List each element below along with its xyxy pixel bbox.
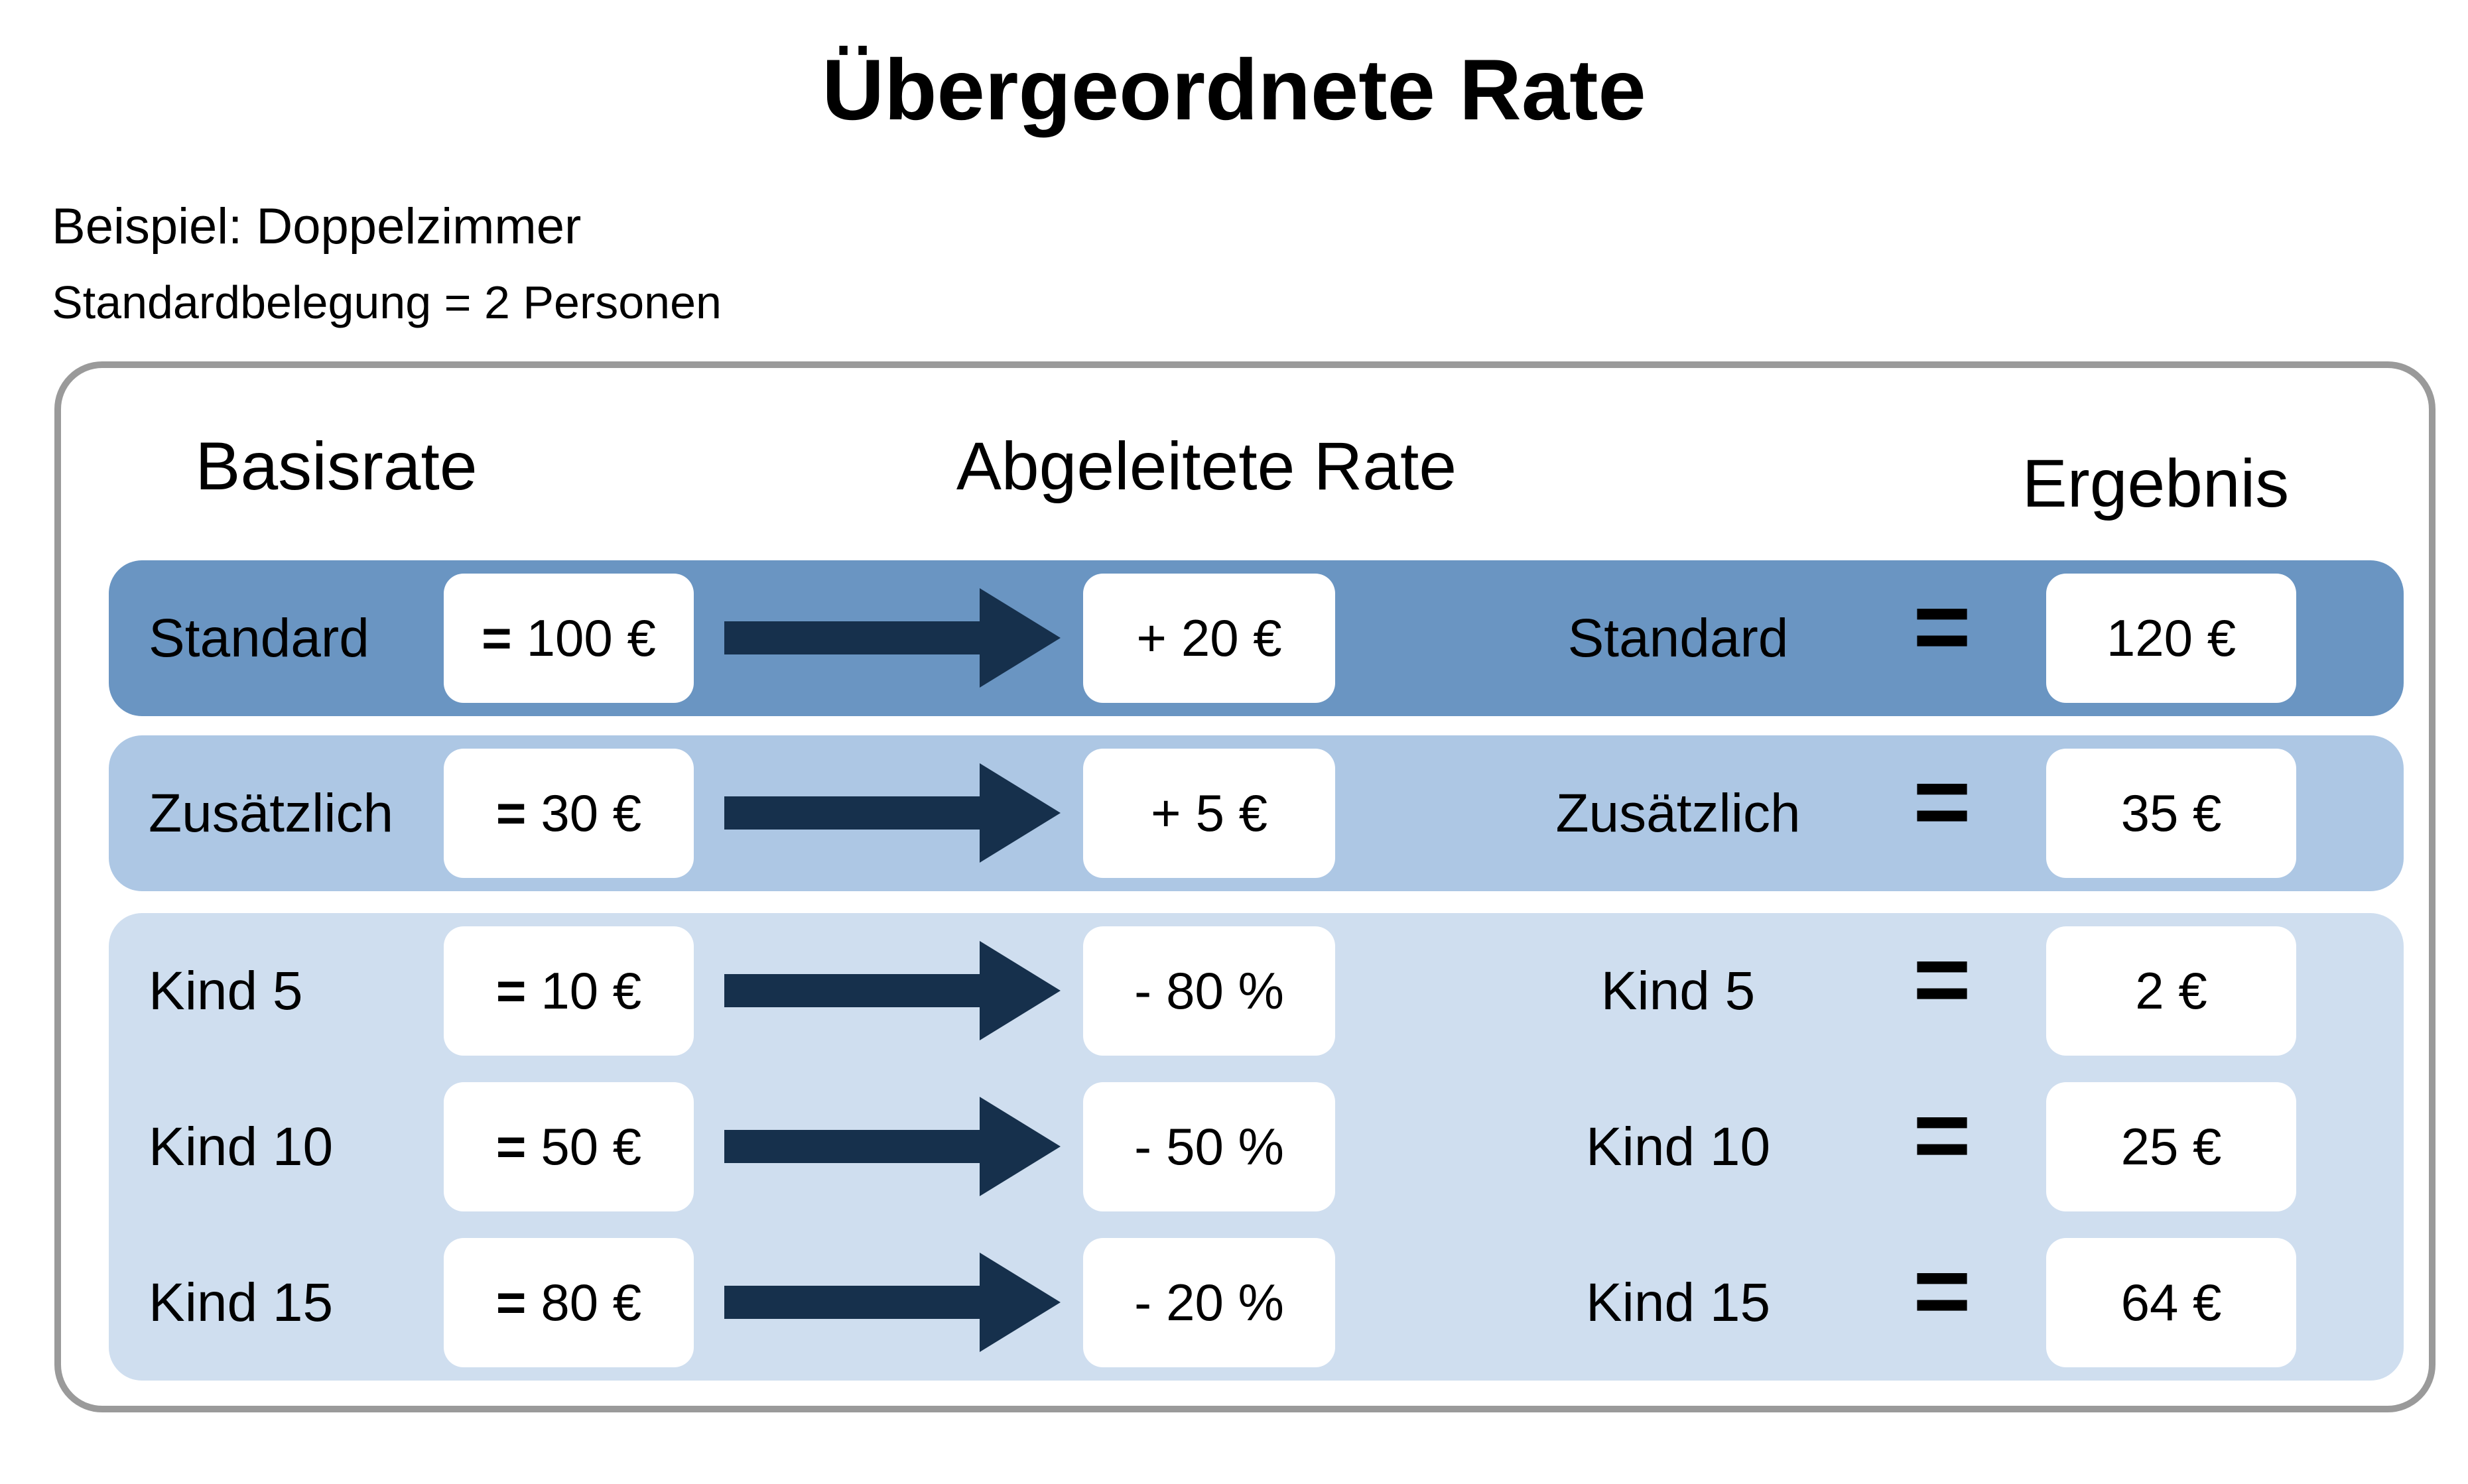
- occupancy-line: Standardbelegung = 2 Personen: [52, 277, 722, 328]
- result-value-box: 25 €: [2046, 1082, 2296, 1211]
- result-amount: 64 €: [2120, 1273, 2222, 1331]
- column-header-basisrate: Basisrate: [195, 428, 478, 504]
- derived-amount: 5 €: [1195, 784, 1267, 842]
- diagram-panel: Basisrate Abgeleitete Rate Ergebnis Stan…: [54, 361, 2436, 1412]
- derived-sign: +: [1136, 609, 1167, 667]
- result-amount: 120 €: [2106, 609, 2237, 667]
- page-title: Übergeordnete Rate: [822, 41, 1646, 138]
- row-kind-10: Kind 10 = 50 € -50 % Kind 10 = 25 €: [109, 1069, 2404, 1225]
- equals-sign: =: [1913, 570, 1971, 682]
- row-kind-5: Kind 5 = 10 € -80 % Kind 5 = 2 €: [109, 913, 2404, 1069]
- base-rate-value-box: = 50 €: [444, 1082, 694, 1211]
- arrow-icon: [724, 1097, 1061, 1196]
- arrow-icon: [724, 763, 1061, 863]
- base-rate-value-box: = 100 €: [444, 574, 694, 703]
- result-value-box: 64 €: [2046, 1238, 2296, 1367]
- derived-rate-value-box: +20 €: [1083, 574, 1335, 703]
- base-amount: 30 €: [541, 784, 642, 842]
- derived-rate-value-box: -20 %: [1083, 1238, 1335, 1367]
- base-amount: 100 €: [526, 609, 656, 667]
- base-rate-value-box: = 30 €: [444, 749, 694, 878]
- result-amount: 35 €: [2120, 784, 2222, 842]
- derived-amount: 50 %: [1166, 1117, 1284, 1176]
- base-rate-label: Kind 15: [149, 1272, 334, 1333]
- result-label: Kind 10: [1585, 1116, 1771, 1177]
- example-line: Beispiel: Doppelzimmer: [52, 198, 582, 255]
- result-label: Kind 15: [1585, 1272, 1771, 1333]
- derived-amount: 20 €: [1181, 609, 1282, 667]
- derived-sign: -: [1134, 1273, 1152, 1331]
- base-amount: 80 €: [541, 1273, 642, 1331]
- derived-amount: 20 %: [1166, 1273, 1284, 1331]
- base-sign: =: [495, 1273, 527, 1331]
- base-rate-label: Kind 10: [149, 1116, 334, 1177]
- row-kind-15: Kind 15 = 80 € -20 % Kind 15 = 64 €: [109, 1225, 2404, 1381]
- base-sign: =: [482, 609, 512, 667]
- row-zusaetzlich: Zusätzlich = 30 € +5 € Zusätzlich = 35 €: [109, 735, 2404, 891]
- base-rate-label: Kind 5: [149, 960, 303, 1021]
- derived-rate-value-box: -50 %: [1083, 1082, 1335, 1211]
- equals-sign: =: [1913, 745, 1971, 857]
- result-value-box: 120 €: [2046, 574, 2296, 703]
- derived-rate-value-box: -80 %: [1083, 926, 1335, 1056]
- column-header-abgeleitete-rate: Abgeleitete Rate: [956, 428, 1457, 504]
- arrow-icon: [724, 1253, 1061, 1352]
- result-label: Standard: [1567, 607, 1789, 668]
- row-group-kind: Kind 5 = 10 € -80 % Kind 5 = 2 € Kind 10 …: [109, 913, 2404, 1381]
- result-amount: 2 €: [2135, 961, 2207, 1020]
- equals-sign: =: [1913, 1235, 1971, 1346]
- arrow-icon: [724, 588, 1061, 688]
- column-header-ergebnis: Ergebnis: [2022, 446, 2290, 521]
- result-value-box: 35 €: [2046, 749, 2296, 878]
- base-rate-value-box: = 80 €: [444, 1238, 694, 1367]
- derived-rate-value-box: +5 €: [1083, 749, 1335, 878]
- arrow-icon: [724, 941, 1061, 1040]
- base-rate-label: Standard: [149, 607, 369, 668]
- derived-sign: +: [1151, 784, 1181, 842]
- result-value-box: 2 €: [2046, 926, 2296, 1056]
- base-rate-value-box: = 10 €: [444, 926, 694, 1056]
- base-sign: =: [495, 961, 527, 1020]
- result-amount: 25 €: [2120, 1117, 2222, 1176]
- base-amount: 50 €: [541, 1117, 642, 1176]
- result-label: Kind 5: [1600, 960, 1756, 1021]
- row-standard: Standard = 100 € +20 € Standard = 120 €: [109, 560, 2404, 716]
- equals-sign: =: [1913, 1079, 1971, 1190]
- result-label: Zusätzlich: [1555, 782, 1801, 843]
- derived-sign: -: [1134, 1117, 1152, 1176]
- base-sign: =: [495, 1117, 527, 1176]
- base-amount: 10 €: [541, 961, 642, 1020]
- equals-sign: =: [1913, 923, 1971, 1034]
- derived-amount: 80 %: [1166, 961, 1284, 1020]
- base-sign: =: [495, 784, 527, 842]
- base-rate-label: Zusätzlich: [149, 782, 394, 843]
- derived-sign: -: [1134, 961, 1152, 1020]
